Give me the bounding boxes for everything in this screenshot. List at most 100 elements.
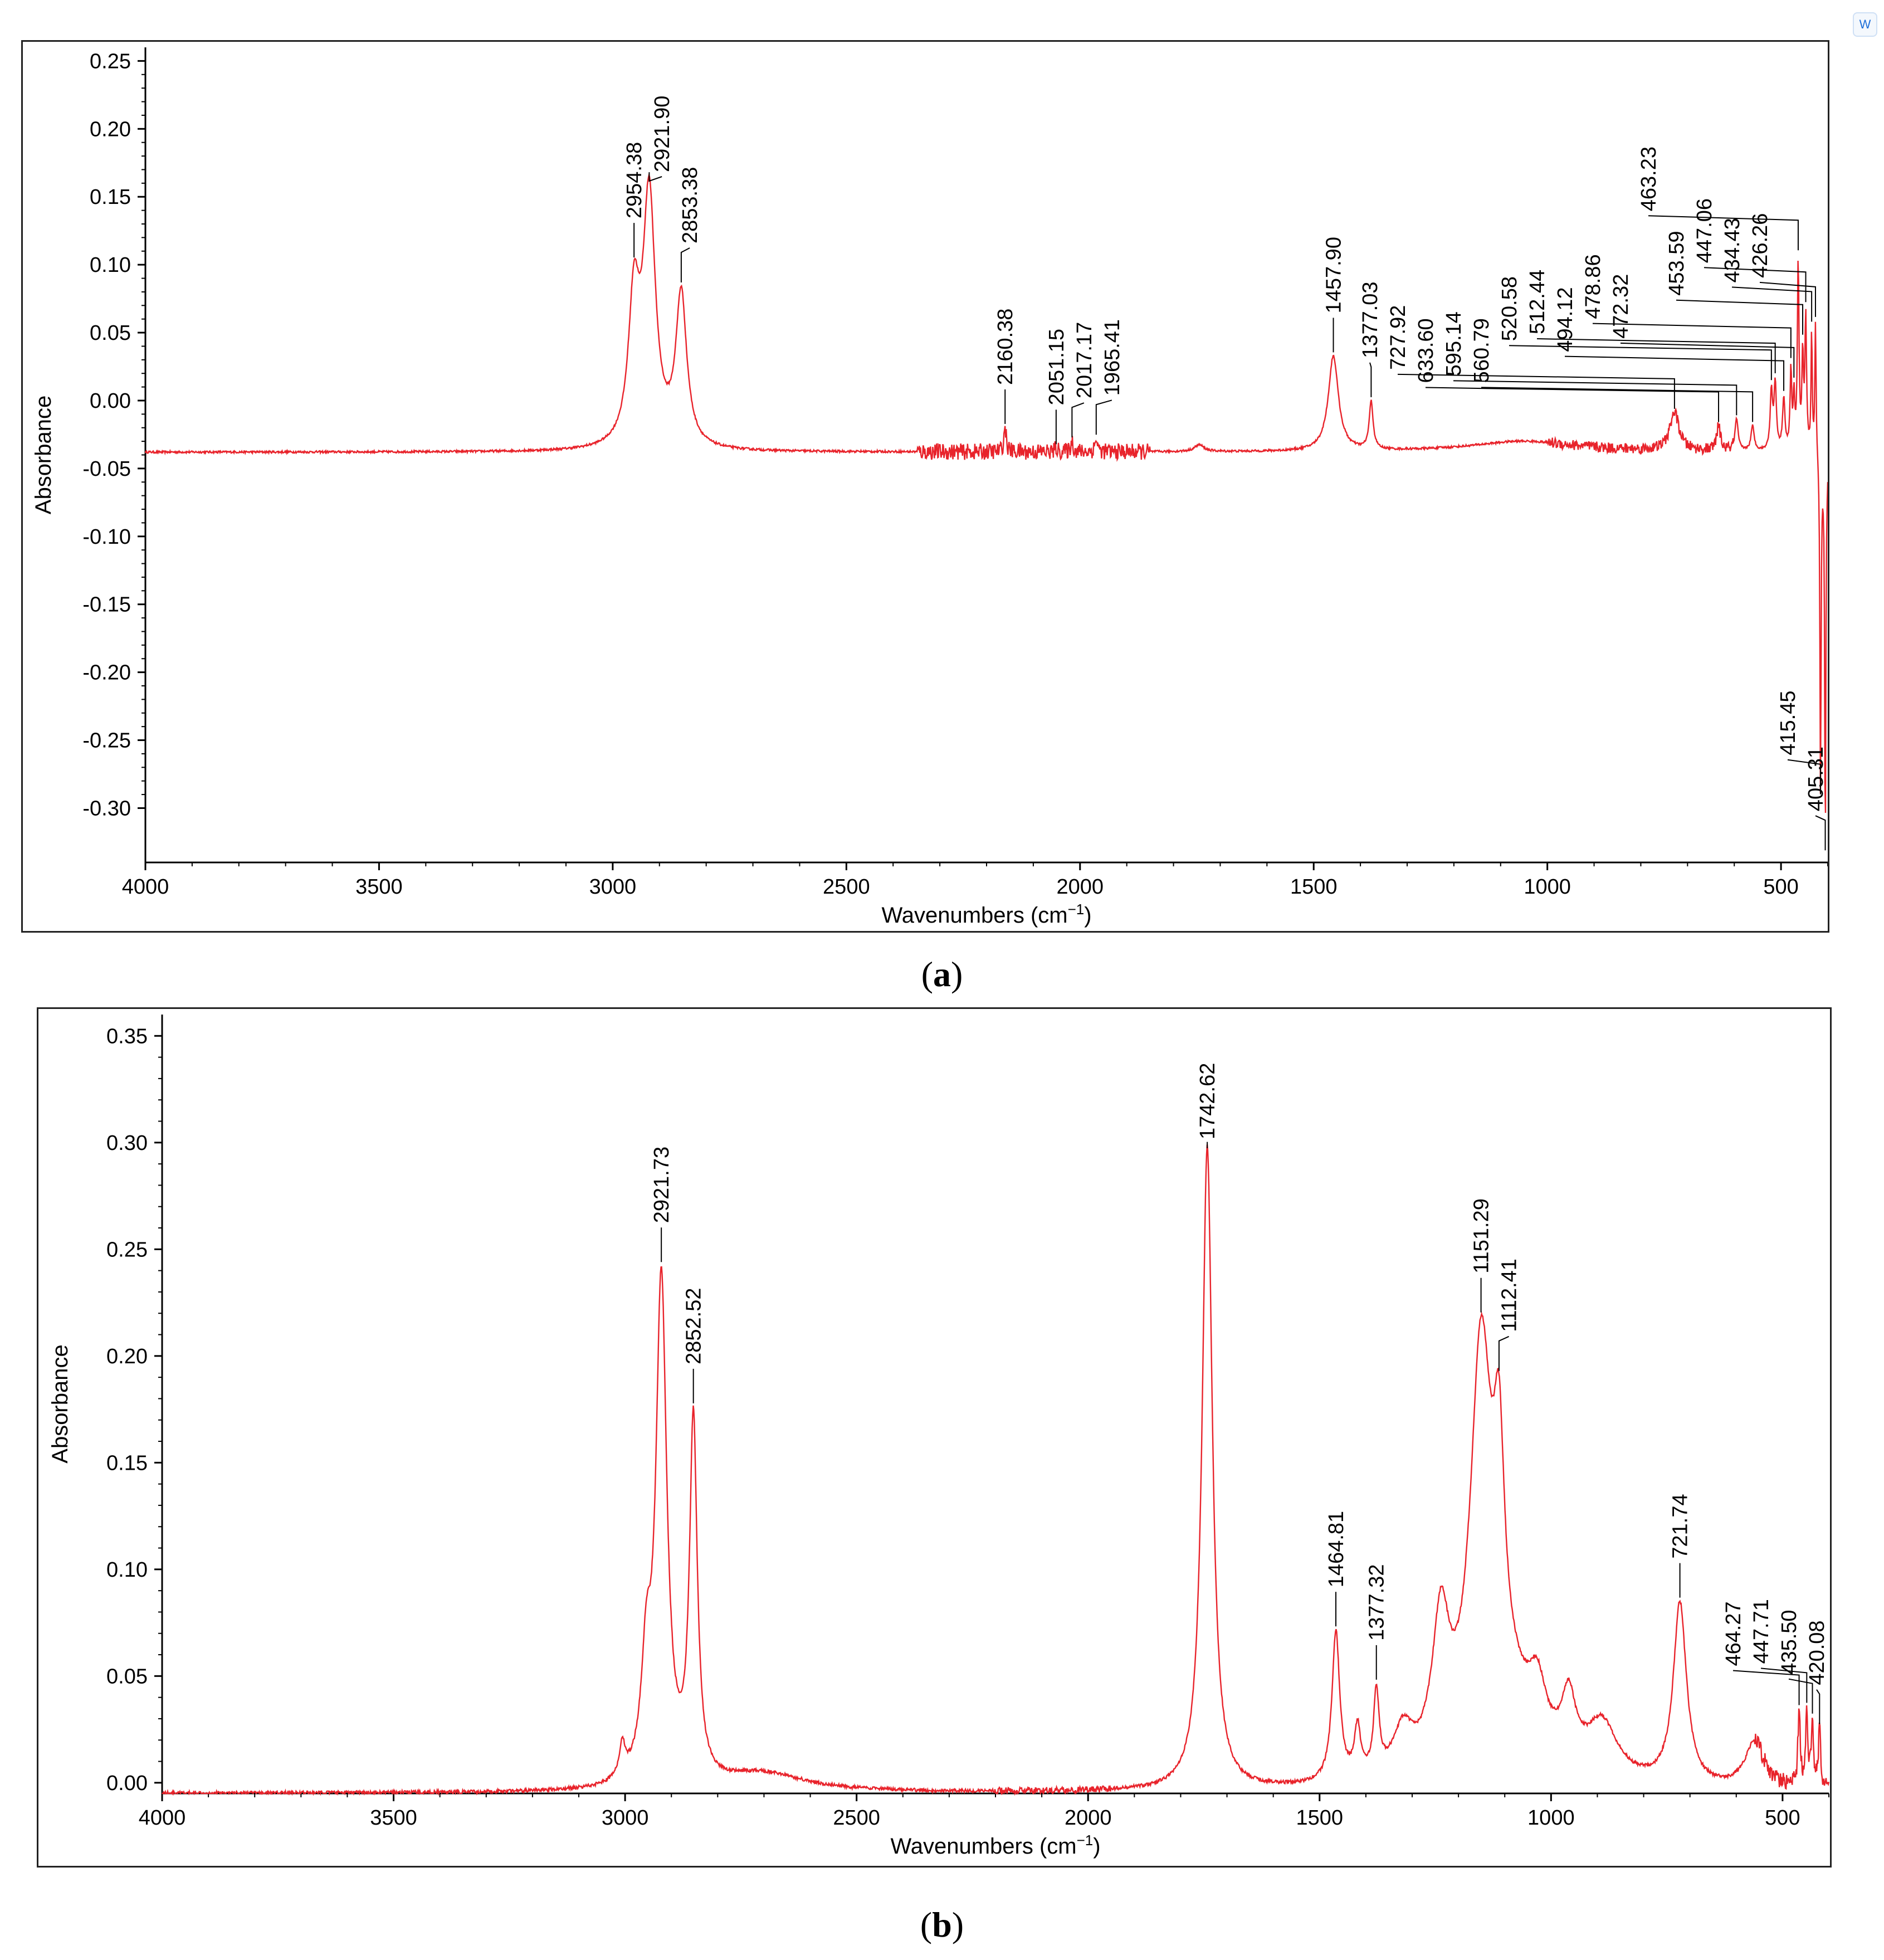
peak-leader-line [1498,1335,1510,1371]
x-tick-label: 3500 [370,1806,417,1830]
peak-leader-line [1815,815,1826,851]
x-tick-label: 2000 [1057,875,1104,899]
y-tick-label: -0.15 [82,593,131,617]
peak-leader-line [680,247,690,283]
x-tick-label: 1500 [1296,1806,1344,1830]
x-tick-label: 1500 [1290,875,1338,899]
y-tick-label: -0.10 [82,525,131,549]
spectrum-line [144,173,1828,813]
peak-leader-line [1732,1670,1800,1705]
peak-leader-line [1620,342,1795,378]
peak-leader-line [648,172,662,182]
peak-leader-line [1481,387,1754,422]
x-tick-label: 4000 [139,1806,186,1830]
spectrum-panel-a: 0.25 0.20 0.15 0.10 0.05 0.00 -0.05 -0.10 -0.15 -… [21,40,1829,933]
peak-leader-line [1564,355,1785,391]
peak-label: 2051.15 [1045,329,1068,405]
peak-label: 1377.32 [1365,1564,1389,1640]
peak-leader-line [1369,362,1372,397]
peak-label: 1457.90 [1322,237,1346,313]
x-tick-label: 2500 [823,875,870,899]
peak-label: 2921.73 [650,1147,673,1223]
y-tick-label: -0.20 [82,661,131,685]
corner-badge-icon: W [1853,12,1877,37]
peak-label: 2954.38 [623,142,646,218]
spectrum-panel-b: 0.35 0.30 0.25 0.20 0.15 0.10 0.05 0.00 4000 3500… [37,1007,1832,1868]
peak-leader-line [1095,399,1112,435]
y-tick-label: 0.25 [90,50,131,73]
y-axis-label: Absorbance [48,1344,72,1463]
peak-label: 447.71 [1750,1599,1773,1664]
peak-label: 560.79 [1470,318,1493,383]
peak-label: 447.06 [1693,198,1716,263]
x-axis-label: Wavenumbers (cm−1) [881,901,1091,928]
peak-label: 1965.41 [1101,319,1124,396]
peak-label: 435.50 [1778,1610,1801,1674]
y-tick-label: 0.10 [90,253,131,277]
peak-label: 1377.03 [1359,281,1382,358]
peak-leader-line [1704,267,1807,303]
peak-label: 463.23 [1637,147,1661,211]
peak-label: 453.59 [1665,231,1688,296]
y-tick-label: 0.20 [106,1345,148,1368]
x-tick-label: 4000 [122,875,169,899]
y-tick-label: 0.30 [106,1132,148,1155]
peak-leader-line [1071,402,1085,438]
peak-label: 1112.41 [1498,1259,1521,1332]
x-tick-label: 2500 [833,1806,880,1830]
y-tick-label: -0.30 [82,797,131,820]
y-tick-label: -0.25 [82,729,131,753]
peak-leader-line [1788,1678,1813,1714]
peak-leader-line [1397,373,1675,409]
peak-label: 415.45 [1776,691,1800,755]
peak-label: 2853.38 [679,167,702,243]
peak-label: 1464.81 [1325,1511,1348,1587]
caption-b-letter: b [932,1905,952,1944]
x-tick-label: 2000 [1065,1806,1112,1830]
spectrum-chart-a: 0.25 0.20 0.15 0.10 0.05 0.00 -0.05 -0.10 -0.15 -… [31,47,1828,928]
peak-leader-line [1425,387,1720,422]
peak-leader-line [1676,299,1804,335]
peak-label: 2160.38 [994,309,1017,385]
peak-label: 405.31 [1804,747,1828,811]
peak-leader-line [1453,380,1737,416]
peak-label: 494.12 [1554,287,1577,352]
caption-a: (a) [921,954,963,994]
peak-label: 2852.52 [682,1288,706,1364]
peak-label: 520.58 [1498,276,1521,341]
x-tick-label: 3500 [355,875,403,899]
peak-label: 2921.90 [651,96,674,172]
peak-leader-line [1816,1689,1820,1724]
peak-label: 1151.29 [1470,1198,1493,1274]
peak-label: 434.43 [1721,218,1744,282]
x-tick-label: 3000 [589,875,637,899]
y-tick-label: -0.05 [82,457,131,481]
peak-leader-line [1787,759,1822,794]
y-tick-label: 0.15 [106,1451,148,1475]
peak-label: 420.08 [1805,1620,1829,1685]
peak-label: 721.74 [1669,1494,1692,1558]
y-tick-label: 0.00 [106,1772,148,1795]
y-tick-label: 0.05 [106,1665,148,1688]
x-tick-label: 3000 [602,1806,649,1830]
peak-leader-line [1536,338,1776,374]
y-axis-label: Absorbance [31,396,56,514]
spectrum-chart-b: 0.35 0.30 0.25 0.20 0.15 0.10 0.05 0.00 4000 3500… [48,1015,1830,1859]
x-tick-label: 1000 [1524,875,1571,899]
peak-leader-line [1759,281,1816,317]
peak-label: 472.32 [1609,274,1633,339]
peak-label: 2017.17 [1073,322,1096,398]
caption-a-letter: a [933,954,951,994]
peak-label: 426.26 [1749,213,1772,278]
peak-label: 727.92 [1387,305,1410,370]
y-tick-label: 0.35 [106,1025,148,1048]
x-tick-label: 500 [1765,1806,1800,1830]
caption-b: (b) [920,1905,964,1944]
peak-leader-line [1509,345,1772,381]
peak-leader-line [1760,1668,1808,1703]
peak-label: 633.60 [1414,318,1438,383]
peak-leader-line [1731,286,1813,322]
peak-label: 1742.62 [1196,1063,1219,1139]
x-axis-label: Wavenumbers (cm−1) [890,1832,1100,1859]
y-tick-label: 0.10 [106,1558,148,1582]
